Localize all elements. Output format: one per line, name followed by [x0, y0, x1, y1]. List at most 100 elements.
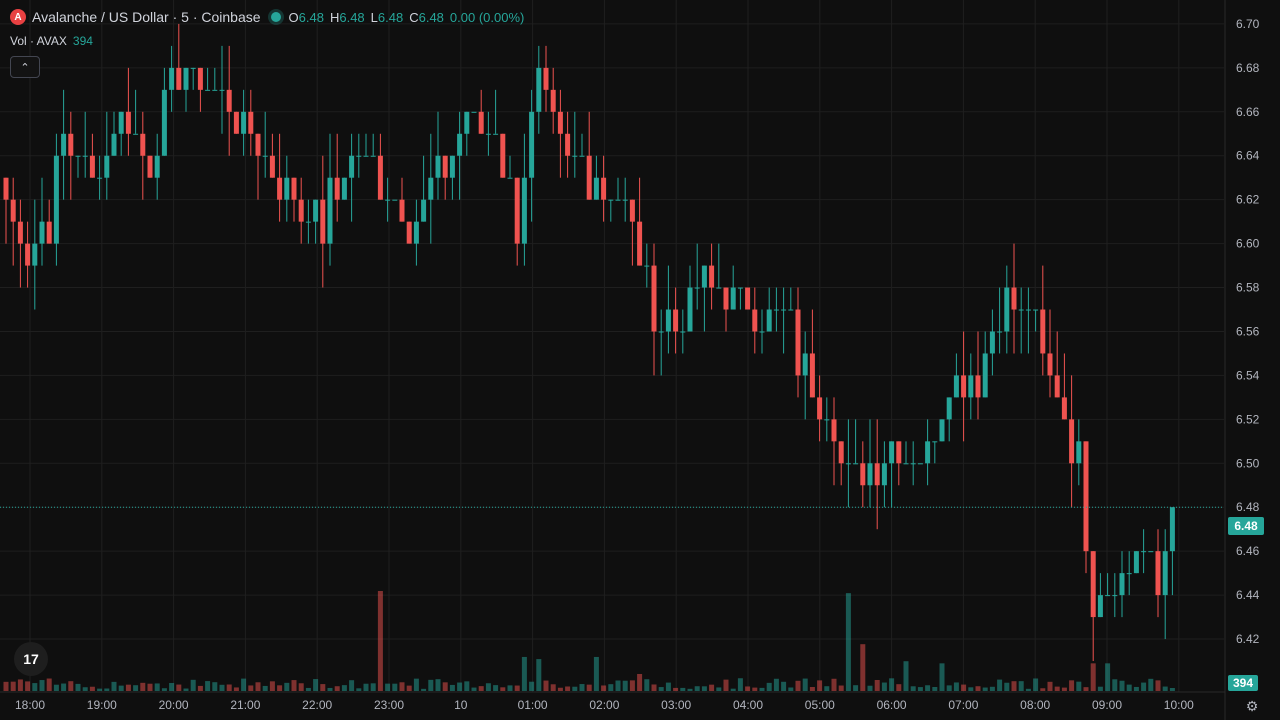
candle [831, 397, 837, 486]
volume-bar [125, 684, 131, 691]
candle [406, 221, 412, 244]
candle-body [406, 221, 412, 244]
volume-bar [3, 681, 9, 691]
candle-body [255, 133, 261, 156]
tradingview-logo-icon[interactable]: 17 [14, 642, 48, 676]
time-axis[interactable]: 18:00 19:00 20:00 21:00 22:00 23:00 10 01:00 02:… [0, 691, 1225, 712]
volume-bar [118, 685, 124, 691]
volume-bar [406, 685, 412, 691]
ohlc-close-value: 6.48 [418, 9, 444, 25]
volume-bar [75, 683, 81, 691]
volume-bars [3, 591, 1175, 691]
candle-body [413, 221, 419, 244]
candle-body [723, 287, 729, 310]
candle-body [687, 287, 693, 332]
ohlc-low-value: 6.48 [377, 9, 404, 25]
collapse-legend-button[interactable]: ⌃ [10, 56, 40, 78]
candle [68, 111, 74, 200]
candle-body [716, 287, 722, 289]
candle-body [1018, 309, 1024, 311]
candle [629, 199, 635, 266]
candle [248, 89, 254, 156]
candle [413, 199, 419, 266]
candle [608, 199, 614, 222]
candle-body [377, 155, 383, 200]
volume-bar [1097, 686, 1103, 691]
candle [478, 89, 484, 134]
candle-body [385, 199, 391, 201]
volume-bar [788, 687, 794, 691]
candle-body [291, 177, 297, 200]
candle [421, 155, 427, 222]
volume-bar [853, 685, 859, 691]
grid-lines [0, 0, 1224, 692]
candle-body [910, 463, 916, 465]
candle [1033, 309, 1039, 332]
volume-bar [766, 682, 772, 691]
volume-label: Vol · AVAX [10, 34, 67, 48]
price-axis[interactable]: 6.42 6.44 6.46 6.48 6.50 6.52 6.54 6.56 6.58 6.60… [1224, 0, 1260, 720]
symbol-title[interactable]: Avalanche / US Dollar · 5 · Coinbase [32, 9, 261, 25]
candle-body [730, 287, 736, 310]
market-status-icon[interactable] [270, 12, 281, 22]
volume-bar [89, 686, 95, 691]
candle-body [104, 155, 110, 178]
candle [961, 331, 967, 442]
volume-bar [997, 679, 1003, 691]
candle [334, 133, 340, 222]
volume-legend[interactable]: Vol · AVAX 394 [10, 34, 93, 48]
settings-gear-icon[interactable]: ⚙ [1245, 697, 1259, 714]
candle-body [97, 177, 103, 179]
time-tick-label: 04:00 [733, 698, 763, 712]
candle [233, 111, 239, 134]
time-tick-label: 20:00 [159, 698, 189, 712]
candle [1169, 507, 1175, 596]
candle [781, 287, 787, 354]
candle-body [673, 309, 679, 332]
volume-bar [896, 684, 902, 691]
candle [867, 419, 873, 508]
candle-body [946, 397, 952, 420]
candle-body [478, 111, 484, 134]
candle [925, 419, 931, 486]
time-tick-label: 03:00 [661, 698, 691, 712]
candle-body [961, 375, 967, 398]
candle [493, 89, 499, 135]
candle-body [809, 353, 815, 398]
candle-body [435, 155, 441, 178]
candle [709, 243, 715, 310]
volume-bar [493, 685, 499, 691]
candle [946, 397, 952, 442]
candle-body [284, 177, 290, 200]
volume-bar [298, 683, 304, 691]
candle [298, 177, 304, 244]
volume-bar [356, 688, 362, 691]
candle-body [1126, 573, 1132, 575]
volume-bar [183, 688, 189, 691]
candle [615, 177, 621, 201]
candle [809, 309, 815, 398]
candle [125, 67, 131, 156]
candle [1105, 573, 1111, 597]
candle [320, 155, 326, 288]
candle [313, 199, 319, 244]
candle [1112, 573, 1118, 618]
candle [212, 67, 218, 91]
price-tick-label: 6.58 [1236, 281, 1260, 295]
candle [716, 243, 722, 289]
candle [32, 199, 38, 310]
candle [860, 441, 866, 508]
price-tick-label: 6.56 [1236, 324, 1260, 338]
volume-bar [1090, 663, 1096, 691]
volume-bar [665, 682, 671, 691]
volume-bar [212, 682, 218, 691]
candle-body [248, 111, 254, 134]
candle-body [889, 441, 895, 464]
candle [953, 353, 959, 398]
ohlc-low-label: L [370, 9, 378, 25]
candle [766, 287, 772, 332]
candle-body [298, 199, 304, 222]
candle [838, 441, 844, 486]
candle [665, 265, 671, 354]
